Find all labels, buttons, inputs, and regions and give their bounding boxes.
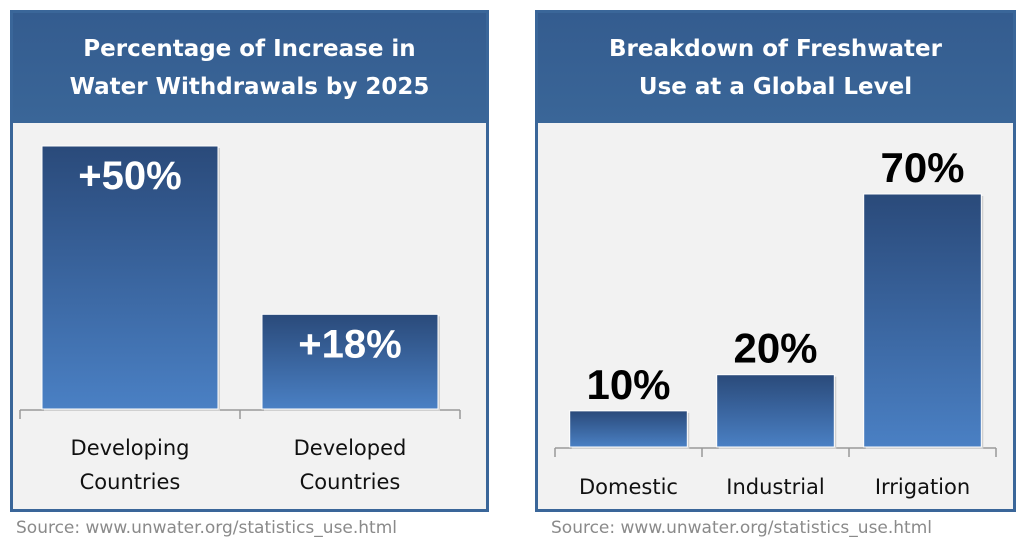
bar-developed-countries	[261, 313, 439, 410]
left-title-line-1: Percentage of Increase in	[83, 36, 416, 62]
data-label: +18%	[298, 322, 401, 366]
category-label: Irrigation	[875, 475, 970, 499]
right-source: Source: www.unwater.org/statistics_use.h…	[551, 518, 933, 538]
data-label: 70%	[880, 144, 964, 191]
category-label: Industrial	[726, 475, 825, 499]
data-label: 10%	[586, 361, 670, 408]
category-label: Developed	[294, 436, 407, 460]
bar-domestic	[569, 410, 688, 448]
left-title-line-2: Water Withdrawals by 2025	[69, 74, 430, 100]
right-title-line-2: Use at a Global Level	[638, 74, 913, 100]
left-chart-panel: Percentage of Increase in Water Withdraw…	[10, 10, 489, 512]
right-chart-title: Breakdown of Freshwater Use at a Global …	[538, 13, 1013, 123]
data-label: +50%	[78, 154, 181, 198]
category-label: Countries	[80, 470, 181, 494]
category-label: Countries	[300, 470, 401, 494]
left-chart-title: Percentage of Increase in Water Withdraw…	[13, 13, 486, 123]
category-label: Domestic	[579, 475, 678, 499]
data-label: 20%	[733, 325, 817, 372]
bar-developing-countries	[41, 145, 219, 410]
category-label: Developing	[71, 436, 190, 460]
right-title-line-1: Breakdown of Freshwater	[609, 36, 942, 62]
left-source: Source: www.unwater.org/statistics_use.h…	[16, 518, 398, 538]
bar-irrigation	[863, 193, 982, 448]
bar-industrial	[716, 374, 835, 448]
